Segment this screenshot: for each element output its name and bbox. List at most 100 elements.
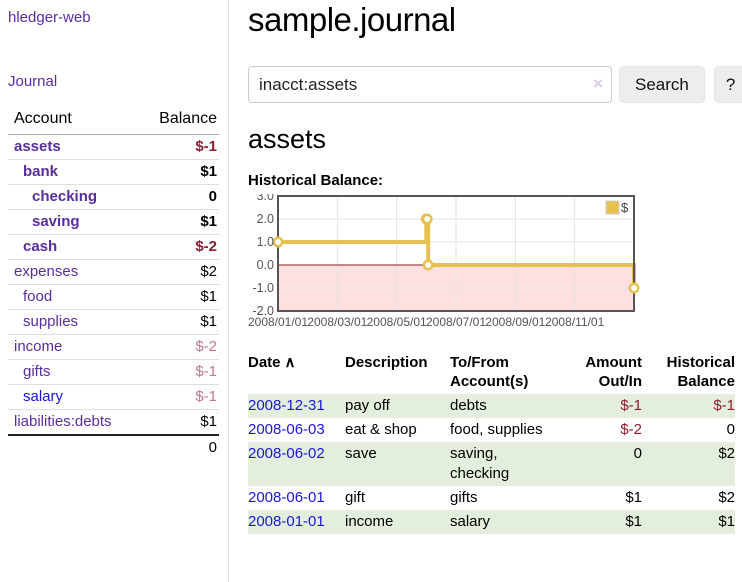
register-header-amount: Amount Out/In xyxy=(585,354,642,390)
register-header-balance: Historical Balance xyxy=(666,354,735,390)
account-balance: $1 xyxy=(137,209,219,235)
register-header-date[interactable]: Date ∧ xyxy=(248,354,296,371)
account-balance: $-1 xyxy=(137,359,219,385)
sidebar: hledger-web Journal Account Balance asse… xyxy=(0,0,229,582)
accounts-total-row: 0 xyxy=(8,434,219,460)
account-balance: $2 xyxy=(137,259,219,285)
y-axis-tick-label: 0.0 xyxy=(257,258,274,272)
amount-cell: $-1 xyxy=(620,397,642,414)
accounts-table: Account Balance assets $-1 bank $1 checking 0… xyxy=(8,106,219,460)
account-row: saving $1 xyxy=(8,209,219,235)
journal-nav-link[interactable]: Journal xyxy=(8,73,58,90)
register-header-description: Description xyxy=(345,354,428,371)
x-axis-tick-label: 2008/03/01 xyxy=(307,315,367,329)
account-row: cash $-2 xyxy=(8,234,219,260)
accounts-cell: salary xyxy=(450,513,491,530)
account-name-link[interactable]: assets xyxy=(14,138,61,155)
account-name-link[interactable]: gifts xyxy=(23,363,51,380)
main-content: sample.journal × Search ? assets Histori… xyxy=(229,0,742,582)
chart-title: Historical Balance: xyxy=(248,172,384,189)
description-cell: income xyxy=(345,513,394,530)
balance-cell: $1 xyxy=(718,513,735,530)
register-header-accounts: To/From Account(s) xyxy=(450,354,529,390)
account-row: liabilities:debts $1 xyxy=(8,409,219,436)
y-axis-tick-label: 2.0 xyxy=(257,212,274,226)
plot-border xyxy=(277,195,635,312)
account-row: salary $-1 xyxy=(8,384,219,410)
accounts-cell: debts xyxy=(450,397,487,414)
description-cell: gift xyxy=(345,489,366,506)
account-row: supplies $1 xyxy=(8,309,219,335)
account-balance: $-2 xyxy=(137,334,219,360)
y-axis-tick-label: 1.0 xyxy=(257,235,274,249)
description-cell: save xyxy=(345,445,377,462)
account-row: checking 0 xyxy=(8,184,219,210)
search-button[interactable]: Search xyxy=(619,66,705,103)
page-title: sample.journal xyxy=(248,1,456,38)
data-point-marker xyxy=(272,236,284,248)
account-name-link[interactable]: income xyxy=(14,338,63,355)
account-name-link[interactable]: supplies xyxy=(23,313,79,330)
account-name-link[interactable]: bank xyxy=(23,163,59,180)
data-point-marker xyxy=(422,259,434,271)
data-point-marker xyxy=(421,213,433,225)
account-row: gifts $-1 xyxy=(8,359,219,385)
x-axis-tick-label: 2008/11/01 xyxy=(545,315,604,329)
accounts-header-account: Account xyxy=(8,106,138,135)
table-row: 2008-06-01 gift gifts $1 $2 xyxy=(248,486,735,510)
account-row: income $-2 xyxy=(8,334,219,360)
help-button[interactable]: ? xyxy=(713,66,742,103)
account-name-link[interactable]: salary xyxy=(23,388,64,405)
account-name-link[interactable]: liabilities:debts xyxy=(14,413,112,430)
amount-cell: $-2 xyxy=(620,421,642,438)
y-axis-tick-label: -2.0 xyxy=(252,304,274,318)
date-link[interactable]: 2008-06-01 xyxy=(248,489,325,506)
x-axis-tick-label: 2008/05/01 xyxy=(367,315,427,329)
table-row: 2008-01-01 income salary $1 $1 xyxy=(248,510,735,534)
y-axis-tick-label: -1.0 xyxy=(252,281,274,295)
sort-ascending-icon: ∧ xyxy=(284,354,296,371)
app-brand-link[interactable]: hledger-web xyxy=(8,9,91,26)
legend-label: $ xyxy=(621,200,629,215)
historical-balance-chart: 3.0 2.0 1.0 0.0 -1.0 -2.0 2008/01/01 2008/03/01… xyxy=(248,189,648,334)
balance-cell: $2 xyxy=(718,489,735,506)
x-axis-tick-label: 2008/07/01 xyxy=(426,315,486,329)
search-input[interactable] xyxy=(248,66,612,103)
date-link[interactable]: 2008-12-31 xyxy=(248,397,325,414)
date-link[interactable]: 2008-06-03 xyxy=(248,421,325,438)
table-row: 2008-06-03 eat & shop food, supplies $-2 0 xyxy=(248,418,735,442)
data-point-marker xyxy=(628,282,640,294)
balance-cell: 0 xyxy=(726,421,735,438)
account-balance: $1 xyxy=(137,409,219,436)
y-axis-tick-label: 3.0 xyxy=(257,194,274,203)
legend-swatch xyxy=(605,200,620,215)
accounts-cell: food, supplies xyxy=(450,421,543,438)
date-link[interactable]: 2008-01-01 xyxy=(248,513,325,530)
account-balance: $1 xyxy=(137,159,219,185)
account-name-link[interactable]: food xyxy=(23,288,53,305)
balance-cell: $-1 xyxy=(713,397,735,414)
account-row: food $1 xyxy=(8,284,219,310)
account-name-link[interactable]: expenses xyxy=(14,263,79,280)
register-table: Date ∧ Description To/From Account(s) Amo… xyxy=(248,351,735,534)
account-name-link[interactable]: checking xyxy=(32,188,98,205)
search-form: × Search ? xyxy=(248,66,742,103)
accounts-total-value: 0 xyxy=(137,434,219,460)
account-name-link[interactable]: cash xyxy=(23,238,58,255)
account-name-link[interactable]: saving xyxy=(32,213,80,230)
table-row: 2008-06-02 save saving, checking 0 $2 xyxy=(248,442,735,486)
description-cell: eat & shop xyxy=(345,421,417,438)
date-link[interactable]: 2008-06-02 xyxy=(248,445,325,462)
balance-cell: $2 xyxy=(718,445,735,462)
table-row: 2008-12-31 pay off debts $-1 $-1 xyxy=(248,394,735,418)
account-row: bank $1 xyxy=(8,159,219,185)
accounts-cell: gifts xyxy=(450,489,478,506)
account-row: assets $-1 xyxy=(8,134,219,160)
description-cell: pay off xyxy=(345,397,390,414)
account-balance: $1 xyxy=(137,309,219,335)
x-axis-tick-label: 2008/01/01 xyxy=(248,315,308,329)
clear-search-icon[interactable]: × xyxy=(593,74,603,93)
amount-cell: $1 xyxy=(625,489,642,506)
